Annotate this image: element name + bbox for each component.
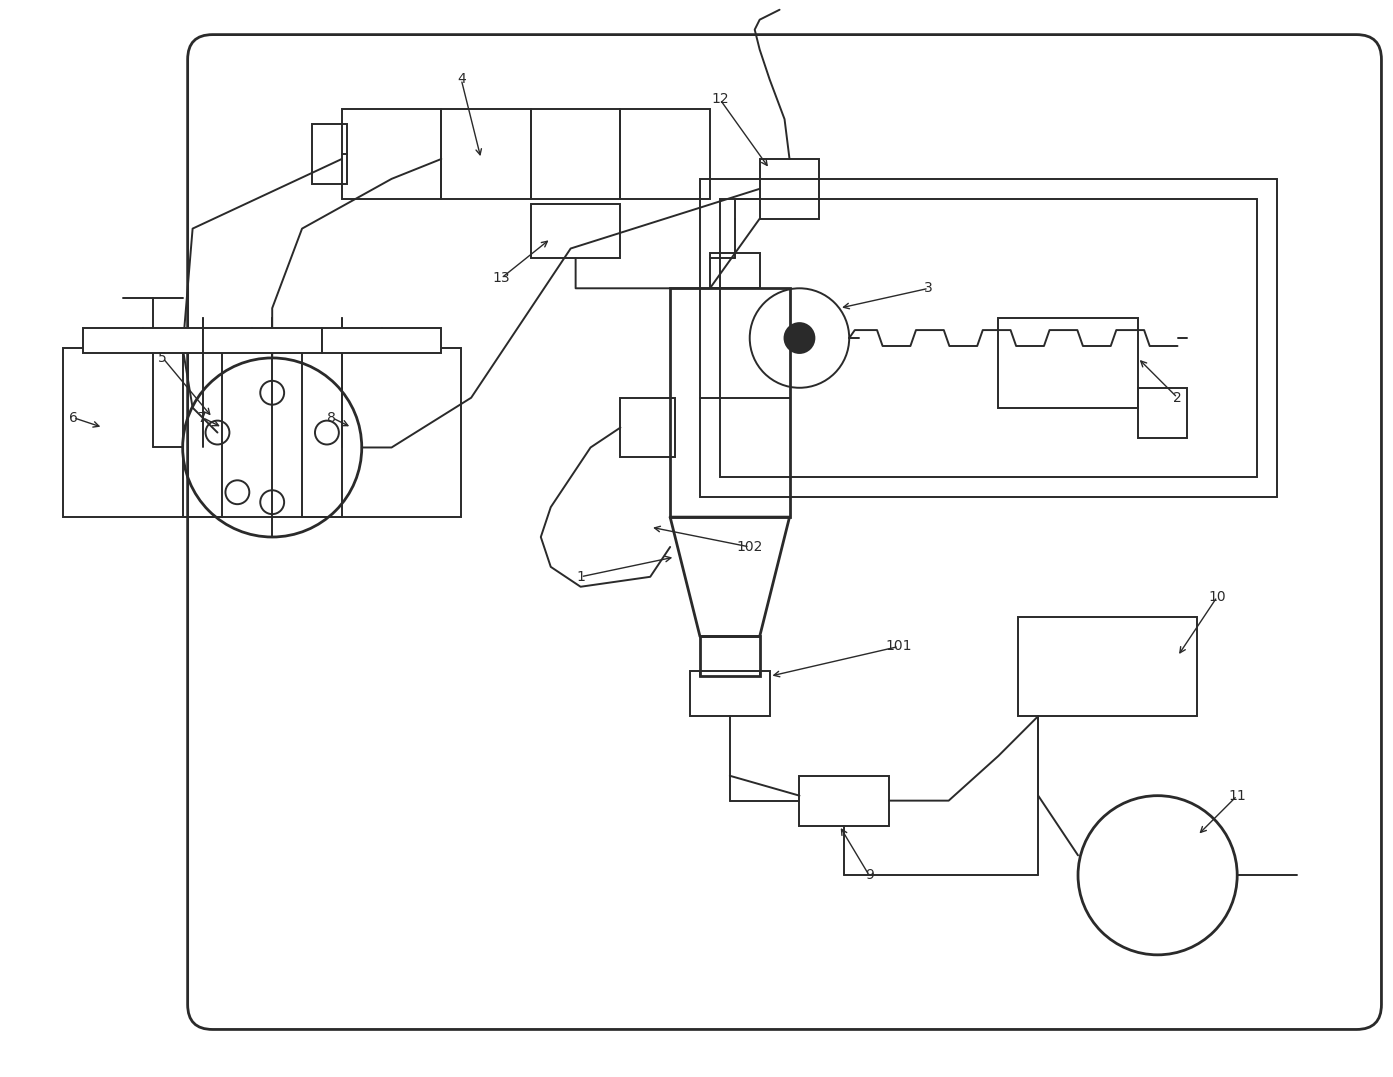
Text: 13: 13 — [492, 271, 510, 285]
Bar — [1138, 388, 1187, 437]
Text: 102: 102 — [737, 540, 763, 554]
Text: 10: 10 — [1209, 590, 1226, 604]
Bar — [531, 204, 620, 258]
Bar — [202, 328, 322, 353]
Bar — [710, 253, 759, 289]
Bar — [84, 328, 202, 353]
Text: 1: 1 — [577, 570, 585, 584]
Bar — [699, 179, 1277, 498]
Bar — [442, 109, 531, 199]
Text: 4: 4 — [457, 72, 465, 86]
Bar — [800, 775, 889, 825]
Text: 101: 101 — [886, 640, 912, 654]
Text: 8: 8 — [327, 410, 336, 424]
Text: 9: 9 — [865, 868, 873, 882]
Text: 7: 7 — [198, 410, 208, 424]
Bar — [322, 328, 442, 353]
Text: 2: 2 — [1173, 391, 1181, 405]
Bar — [720, 199, 1256, 477]
Bar — [699, 637, 759, 676]
Text: 11: 11 — [1229, 788, 1247, 802]
Text: 5: 5 — [159, 351, 167, 365]
Bar — [312, 124, 347, 184]
Bar — [1018, 617, 1198, 716]
Bar — [302, 348, 461, 517]
Text: 6: 6 — [68, 410, 78, 424]
Text: 12: 12 — [710, 93, 729, 107]
Bar — [341, 109, 442, 199]
Text: 3: 3 — [925, 281, 933, 295]
Bar — [63, 348, 223, 517]
Bar — [759, 159, 819, 219]
Bar — [620, 109, 710, 199]
Bar — [182, 348, 341, 517]
Bar — [999, 318, 1138, 408]
Bar — [690, 671, 769, 716]
Bar — [531, 109, 620, 199]
Circle shape — [784, 323, 815, 353]
Bar — [670, 289, 790, 517]
Bar — [620, 397, 676, 458]
